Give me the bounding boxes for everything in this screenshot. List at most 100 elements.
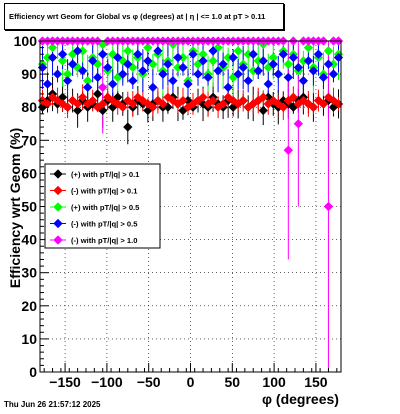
data-point <box>77 92 88 103</box>
legend-entry: (-) with pT/|q| > 0.1 <box>71 187 138 196</box>
y-axis-label: Efficiency wrt Geom (%) <box>7 127 23 289</box>
data-point <box>228 52 238 63</box>
data-point <box>118 69 128 79</box>
data-point <box>153 46 163 56</box>
x-tick-label: 50 <box>225 374 241 390</box>
y-tick-label: 10 <box>21 331 37 347</box>
axes: −150 −100 −50 0 50 100 150 0 10 20 30 40 50 60 70 80 90 1… <box>14 33 338 390</box>
data-point <box>77 66 88 76</box>
data-point <box>238 62 248 73</box>
data-point <box>208 56 218 66</box>
data-point <box>248 49 258 59</box>
data-point <box>303 99 314 109</box>
data-point <box>298 75 309 86</box>
data-point <box>42 79 53 89</box>
x-tick-label: 100 <box>262 374 286 390</box>
y-tick-label: 90 <box>21 66 37 82</box>
data-point <box>102 62 113 73</box>
data-point <box>258 105 268 116</box>
data-point <box>52 69 63 79</box>
data-point <box>283 59 294 69</box>
data-point <box>113 52 123 63</box>
legend-marker <box>53 218 63 229</box>
data-point <box>107 79 118 89</box>
data-point <box>178 62 188 73</box>
x-tick-label: −50 <box>137 374 161 390</box>
data-point <box>97 82 108 93</box>
y-tick-label: 50 <box>21 199 37 215</box>
legend-entry: (+) with pT/|q| > 0.1 <box>71 170 140 179</box>
data-point <box>238 95 248 106</box>
data-point <box>303 42 314 53</box>
data-point <box>243 75 253 86</box>
data-point <box>223 82 233 93</box>
data-point <box>143 42 153 53</box>
data-point <box>223 92 233 103</box>
data-point <box>42 99 53 109</box>
data-point <box>178 95 188 106</box>
data-point <box>193 69 203 79</box>
legend-marker <box>53 235 63 245</box>
data-point <box>158 69 168 79</box>
legend-entry: (+) with pT/|q| > 0.5 <box>71 203 140 212</box>
data-point <box>128 75 138 86</box>
legend: (+) with pT/|q| > 0.1 (-) with pT/|q| > 0… <box>44 163 161 249</box>
timestamp-footer: Thu Jun 26 21:57:12 2025 <box>4 400 101 409</box>
data-point <box>323 59 334 69</box>
data-point <box>102 92 113 103</box>
y-tick-label: 70 <box>21 132 37 148</box>
x-tick-label: −100 <box>91 374 123 390</box>
data-point <box>293 62 304 73</box>
data-point <box>258 92 268 103</box>
data-point <box>283 145 294 155</box>
data-point <box>57 49 68 59</box>
data-point <box>138 95 148 106</box>
x-tick-label: −150 <box>49 374 81 390</box>
data-point <box>253 66 263 76</box>
data-point <box>123 59 133 69</box>
data-point <box>313 49 324 59</box>
data-point <box>293 118 304 129</box>
data-point <box>123 46 133 56</box>
y-tick-label: 100 <box>14 33 38 49</box>
y-tick-label: 80 <box>21 99 37 115</box>
data-point <box>303 56 314 66</box>
data-point <box>148 102 158 112</box>
data-point <box>47 52 58 63</box>
data-point <box>143 56 153 66</box>
data-point <box>118 102 128 112</box>
data-point <box>188 49 198 59</box>
data-point <box>87 56 98 66</box>
legend-marker <box>53 169 63 179</box>
data-point <box>213 66 223 76</box>
data-point <box>203 72 213 83</box>
data-point <box>298 95 309 106</box>
y-tick-label: 0 <box>29 364 37 380</box>
data-point <box>92 72 103 83</box>
data-point <box>278 49 289 59</box>
data-point <box>318 99 329 109</box>
data-point <box>268 59 279 69</box>
y-tick-label: 60 <box>21 165 37 181</box>
legend-entry: (-) with pT/|q| > 1.0 <box>71 236 137 245</box>
data-point <box>288 52 299 63</box>
data-point <box>208 95 218 106</box>
chart-title: Efficiency wrt Geom for Global vs φ (deg… <box>9 12 266 21</box>
data-point <box>233 46 243 56</box>
data-point <box>97 99 108 109</box>
data-point <box>138 66 148 76</box>
data-point <box>163 59 173 69</box>
data-point <box>57 56 68 66</box>
data-point <box>72 105 83 116</box>
x-tick-label: 0 <box>187 374 195 390</box>
data-point <box>168 75 178 86</box>
data-point <box>198 92 208 103</box>
data-point <box>148 82 158 93</box>
data-point <box>133 49 143 59</box>
data-point <box>123 122 133 132</box>
legend-marker <box>53 202 63 212</box>
data-point <box>308 66 319 76</box>
data-point <box>133 92 143 103</box>
data-point <box>67 59 78 69</box>
